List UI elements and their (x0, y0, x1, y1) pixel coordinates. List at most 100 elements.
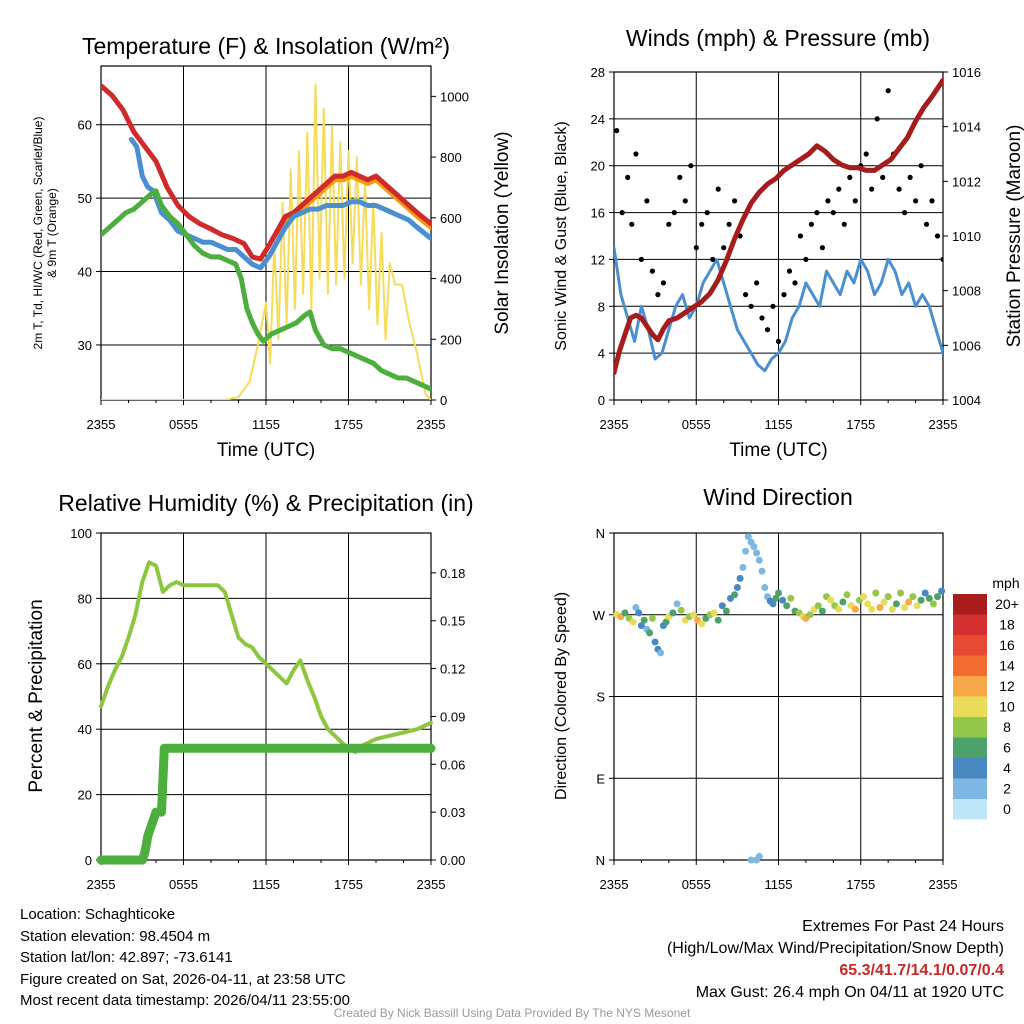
wind-gust-point (869, 186, 875, 192)
wind-gust-point (619, 210, 625, 216)
wind-gust-point (836, 186, 842, 192)
station-info: Location: Schaghticoke Station elevation… (20, 904, 350, 1012)
speed-legend-label: 20+ (995, 596, 1019, 612)
direction-point (917, 596, 925, 604)
direction-point (646, 629, 654, 637)
created-text: Figure created on Sat, 2026-04-11, at 23… (20, 970, 346, 988)
wind-y2-axis-label: Station Pressure (Maroon) (1004, 125, 1024, 348)
speed-legend-label: 6 (1003, 740, 1011, 756)
wind-gust-point (863, 151, 869, 157)
wind-panel: 2355 0555 1155 1755 2355 Time (UTC) 0 4 8 12 16 20 2… (553, 25, 1024, 461)
wind-gust-point (902, 210, 908, 216)
wind-y2tick-label: 1010 (952, 229, 981, 244)
direction-point (814, 602, 822, 610)
temp-y2tick-label: 800 (440, 150, 462, 165)
wind-ytick-label: 0 (598, 393, 605, 408)
direction-point (909, 593, 917, 601)
dir-xtick-label: 1155 (765, 877, 793, 892)
rh-y2tick-label: 0.00 (440, 853, 465, 868)
rh-y2tick-label: 0.15 (440, 614, 465, 629)
wind-gust-point (726, 221, 732, 227)
wind-gust-point (754, 280, 760, 286)
direction-point (938, 587, 946, 595)
wind-y2tick-label: 1012 (952, 174, 981, 189)
direction-point (851, 605, 859, 613)
direction-point (880, 598, 888, 606)
wind-gust-point (629, 221, 635, 227)
wind-y2tick-label: 1016 (952, 65, 981, 80)
speed-legend-label: 18 (999, 617, 1015, 633)
wind-gust-point (934, 233, 941, 239)
wind-x-axis-label: Time (UTC) (729, 440, 828, 461)
speed-legend-swatch (953, 655, 987, 676)
direction-point (925, 594, 933, 602)
temp-y-axis-label-1: 2m T, Td, HI/WC (Red, Green, Scarlet/Blu… (31, 117, 45, 350)
wind-gust-point (819, 245, 826, 251)
wind-gust-point (682, 198, 688, 204)
direction-point (710, 609, 718, 617)
direction-point (657, 649, 665, 657)
speed-legend-swatch (953, 717, 987, 738)
wind-gust-point (814, 210, 820, 216)
max-gust-text: Max Gust: 26.4 mph On 04/11 at 1920 UTC (695, 984, 1004, 1001)
temp-xtick-label: 2355 (417, 417, 446, 432)
speed-legend-label: 14 (999, 658, 1015, 674)
wind-gust-point (671, 210, 677, 216)
direction-point (934, 593, 941, 601)
temp-ytick-label: 40 (78, 265, 92, 280)
direction-point (722, 607, 730, 615)
direction-point (718, 602, 726, 610)
station-pressure-line (614, 77, 943, 376)
direction-point (640, 616, 648, 624)
rh-series-group (96, 560, 436, 865)
wind-gust-point (786, 268, 793, 274)
dewpoint-line (101, 188, 431, 392)
temp-xtick-label: 1755 (334, 417, 363, 432)
rh-xtick-label: 1155 (252, 877, 280, 892)
dir-xtick-label: 2355 (929, 877, 958, 892)
wind-gust-point (644, 198, 650, 204)
dir-xtick-label: 1755 (846, 877, 875, 892)
dir-y-axis-label: Direction (Colored By Speed) (553, 592, 570, 800)
direction-point (747, 856, 755, 864)
direction-point (929, 600, 937, 608)
wind-ytick-label: 4 (598, 346, 605, 361)
speed-legend: mph 20+ 18 16 14 12 10 8 6 4 2 0 (953, 575, 1020, 820)
direction-points-group (613, 533, 946, 864)
wind-gust-point (614, 128, 620, 134)
wind-series-group (614, 77, 943, 376)
speed-legend-swatch (953, 737, 987, 758)
wind-title: Winds (mph) & Pressure (mb) (626, 25, 930, 51)
temp-y2tick-label: 200 (440, 332, 462, 347)
dir-title: Wind Direction (703, 484, 853, 510)
speed-legend-swatch (953, 778, 987, 799)
direction-point (744, 533, 752, 541)
wind-gust-point (693, 245, 699, 251)
direction-point (621, 609, 629, 617)
wind-gust-point (699, 221, 705, 227)
direction-point (884, 593, 892, 601)
temp-xtick-label: 2355 (87, 417, 116, 432)
wind-gust-point (792, 280, 798, 286)
temp-x-axis-label: Time (UTC) (217, 440, 316, 461)
wind-gust-point (940, 256, 943, 262)
direction-point (753, 549, 761, 557)
direction-point (651, 638, 659, 646)
temp-y2tick-label: 400 (440, 272, 462, 287)
temp-y-axis-label-2: & 9m T (Orange) (45, 188, 59, 278)
wind-gust-point (677, 174, 683, 180)
wind-gust-point (781, 292, 787, 298)
extremes-values: 65.3/41.7/14.1/0.07/0.4 (839, 962, 1004, 979)
direction-point (843, 591, 851, 599)
latlon-text: Station lat/lon: 42.897; -73.6141 (20, 949, 233, 966)
speed-legend-swatch (953, 676, 987, 697)
wind-gust-point (885, 88, 891, 94)
credit-line: Created By Nick Bassill Using Data Provi… (333, 1006, 691, 1020)
speed-legend-swatch (953, 594, 987, 615)
rh-panel: 2355 0555 1155 1755 2355 0 20 40 60 80 100 0.00 0.03… (26, 490, 474, 892)
wind-xtick-label: 1755 (846, 417, 875, 432)
sonic-wind-line (614, 246, 943, 373)
direction-point (783, 602, 791, 610)
wind-y2tick-label: 1008 (952, 284, 981, 299)
